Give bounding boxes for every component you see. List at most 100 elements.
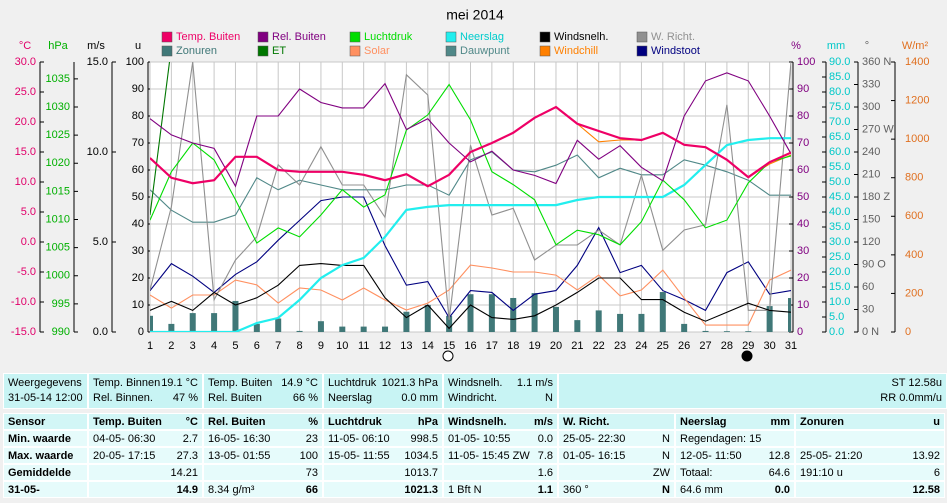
text: 12-05- 11:50 (680, 450, 742, 462)
y-tick-label: 100 (126, 56, 144, 68)
axis-unit: % (791, 40, 801, 52)
row-label: Gemiddelde (3, 464, 88, 481)
table-cell: 01-05- 10:55 0.0 (443, 430, 558, 447)
y-tick-label: 75.0 (829, 101, 850, 113)
summary-box: Weergegevens 31-05-14 12:00 (3, 373, 88, 409)
summary-line: ST 12.58u (563, 376, 942, 391)
legend-swatch (539, 31, 551, 43)
table-cell: ZW (558, 464, 675, 481)
text: 19.1 °C (161, 377, 198, 389)
x-tick-label: 13 (400, 340, 412, 352)
x-tick-label: 5 (232, 340, 238, 352)
y-tick-label: 30 (132, 245, 144, 257)
legend-label: Dauwpunt (460, 45, 510, 57)
table-cell: Regendagen: 15 (675, 430, 795, 447)
y-tick-label: 120 (862, 236, 880, 248)
x-tick-label: 14 (422, 340, 434, 352)
x-tick-label: 21 (571, 340, 583, 352)
bar (403, 311, 410, 332)
summary-line: Rel. Buiten 66 % (208, 391, 318, 406)
legend-swatch (349, 31, 361, 43)
legend-swatch (636, 31, 648, 43)
bar (659, 292, 666, 332)
text: 360 ° (563, 484, 589, 496)
text: 66 % (292, 392, 318, 404)
table-cell: 20-05- 17:15 27.3 (88, 447, 203, 464)
x-tick-label: 24 (635, 340, 647, 352)
x-tick-label: 26 (678, 340, 690, 352)
summary-box: ST 12.58u RR 0.0mm/u (558, 373, 947, 409)
moon-icon (442, 350, 454, 362)
bar (745, 331, 752, 332)
summary-line: 31-05-14 12:00 (8, 391, 83, 406)
x-tick-label: 12 (379, 340, 391, 352)
summary-line: Temp. Binnen 19.1 °C (93, 376, 198, 391)
text: Temp. Buiten (93, 416, 162, 428)
axis-unit: m/s (87, 40, 105, 52)
x-tick-label: 16 (464, 340, 476, 352)
y-tick-label: 360 N (862, 56, 891, 68)
y-tick-label: 25.0 (829, 251, 850, 263)
text: Totaal: (680, 467, 713, 479)
table-cell: 1013.7 (323, 464, 443, 481)
text: 1021.3 hPa (381, 377, 438, 389)
text: 27.3 (176, 450, 198, 462)
legend-label: Windchill (554, 45, 598, 57)
summary-line: Luchtdruk 1021.3 hPa (328, 376, 438, 391)
y-tick-label: 995 (52, 298, 70, 310)
y-tick-label: 1015 (46, 185, 70, 197)
bar (317, 321, 324, 332)
text: Zonuren (800, 416, 844, 428)
table-cell: 12-05- 11:50 12.8 (675, 447, 795, 464)
legend-label: Luchtdruk (364, 31, 413, 43)
text: Neerslag (328, 392, 373, 404)
table-cell: 360 ° N (558, 481, 675, 498)
legend-label: W. Richt. (651, 31, 695, 43)
bar (617, 313, 624, 332)
y-tick-label: 240 (862, 146, 880, 158)
summary-line: Weergegevens (8, 376, 83, 391)
series-line (150, 151, 791, 223)
legend-label: Windstoot (651, 45, 700, 57)
y-tick-label: 270 W (862, 123, 894, 135)
bar (467, 294, 474, 332)
y-tick-label: 80 (132, 110, 144, 122)
y-tick-label: 1030 (46, 101, 70, 113)
text: Rel. Buiten (208, 416, 266, 428)
text: ST 12.58u (891, 377, 942, 389)
y-tick-label: 60 (862, 281, 874, 293)
legend-swatch (161, 45, 173, 57)
row-label: Min. waarde (3, 430, 88, 447)
column-header: W. Richt. (558, 413, 675, 430)
y-tick-label: 1020 (46, 157, 70, 169)
table-cell: 25-05- 21:20 13.92 (795, 447, 945, 464)
y-tick-label: 90.0 (829, 56, 850, 68)
y-tick-label: 50.0 (829, 176, 850, 188)
bar (360, 326, 367, 332)
row-label: 31-05- (3, 481, 88, 498)
y-tick-label: 25.0 (15, 86, 36, 98)
text: 7.8 (537, 450, 553, 462)
table-cell: 13-05- 01:55 100 (203, 447, 323, 464)
y-tick-label: 60 (797, 164, 809, 176)
y-tick-label: -5.0 (17, 266, 36, 278)
y-tick-label: 1025 (46, 129, 70, 141)
text: N (662, 433, 670, 445)
table-cell: 25-05- 22:30 N (558, 430, 675, 447)
y-tick-label: 70.0 (829, 116, 850, 128)
text: 01-05- 16:15 (563, 450, 626, 462)
table-cell: 64.6 mm 0.0 (675, 481, 795, 498)
x-tick-label: 8 (297, 340, 303, 352)
y-tick-label: 330 (862, 78, 880, 90)
bar (253, 323, 260, 332)
text: 16-05- 16:30 (208, 433, 271, 445)
bar (702, 330, 709, 332)
text: 998.5 (410, 433, 438, 445)
column-header: Rel. Buiten% (203, 413, 323, 430)
text: N (662, 450, 670, 462)
y-tick-label: 0 N (862, 326, 879, 338)
y-tick-label: 70 (797, 137, 809, 149)
table-cell: 14.21 (88, 464, 203, 481)
bar (382, 326, 389, 332)
y-tick-label: 35.0 (829, 221, 850, 233)
